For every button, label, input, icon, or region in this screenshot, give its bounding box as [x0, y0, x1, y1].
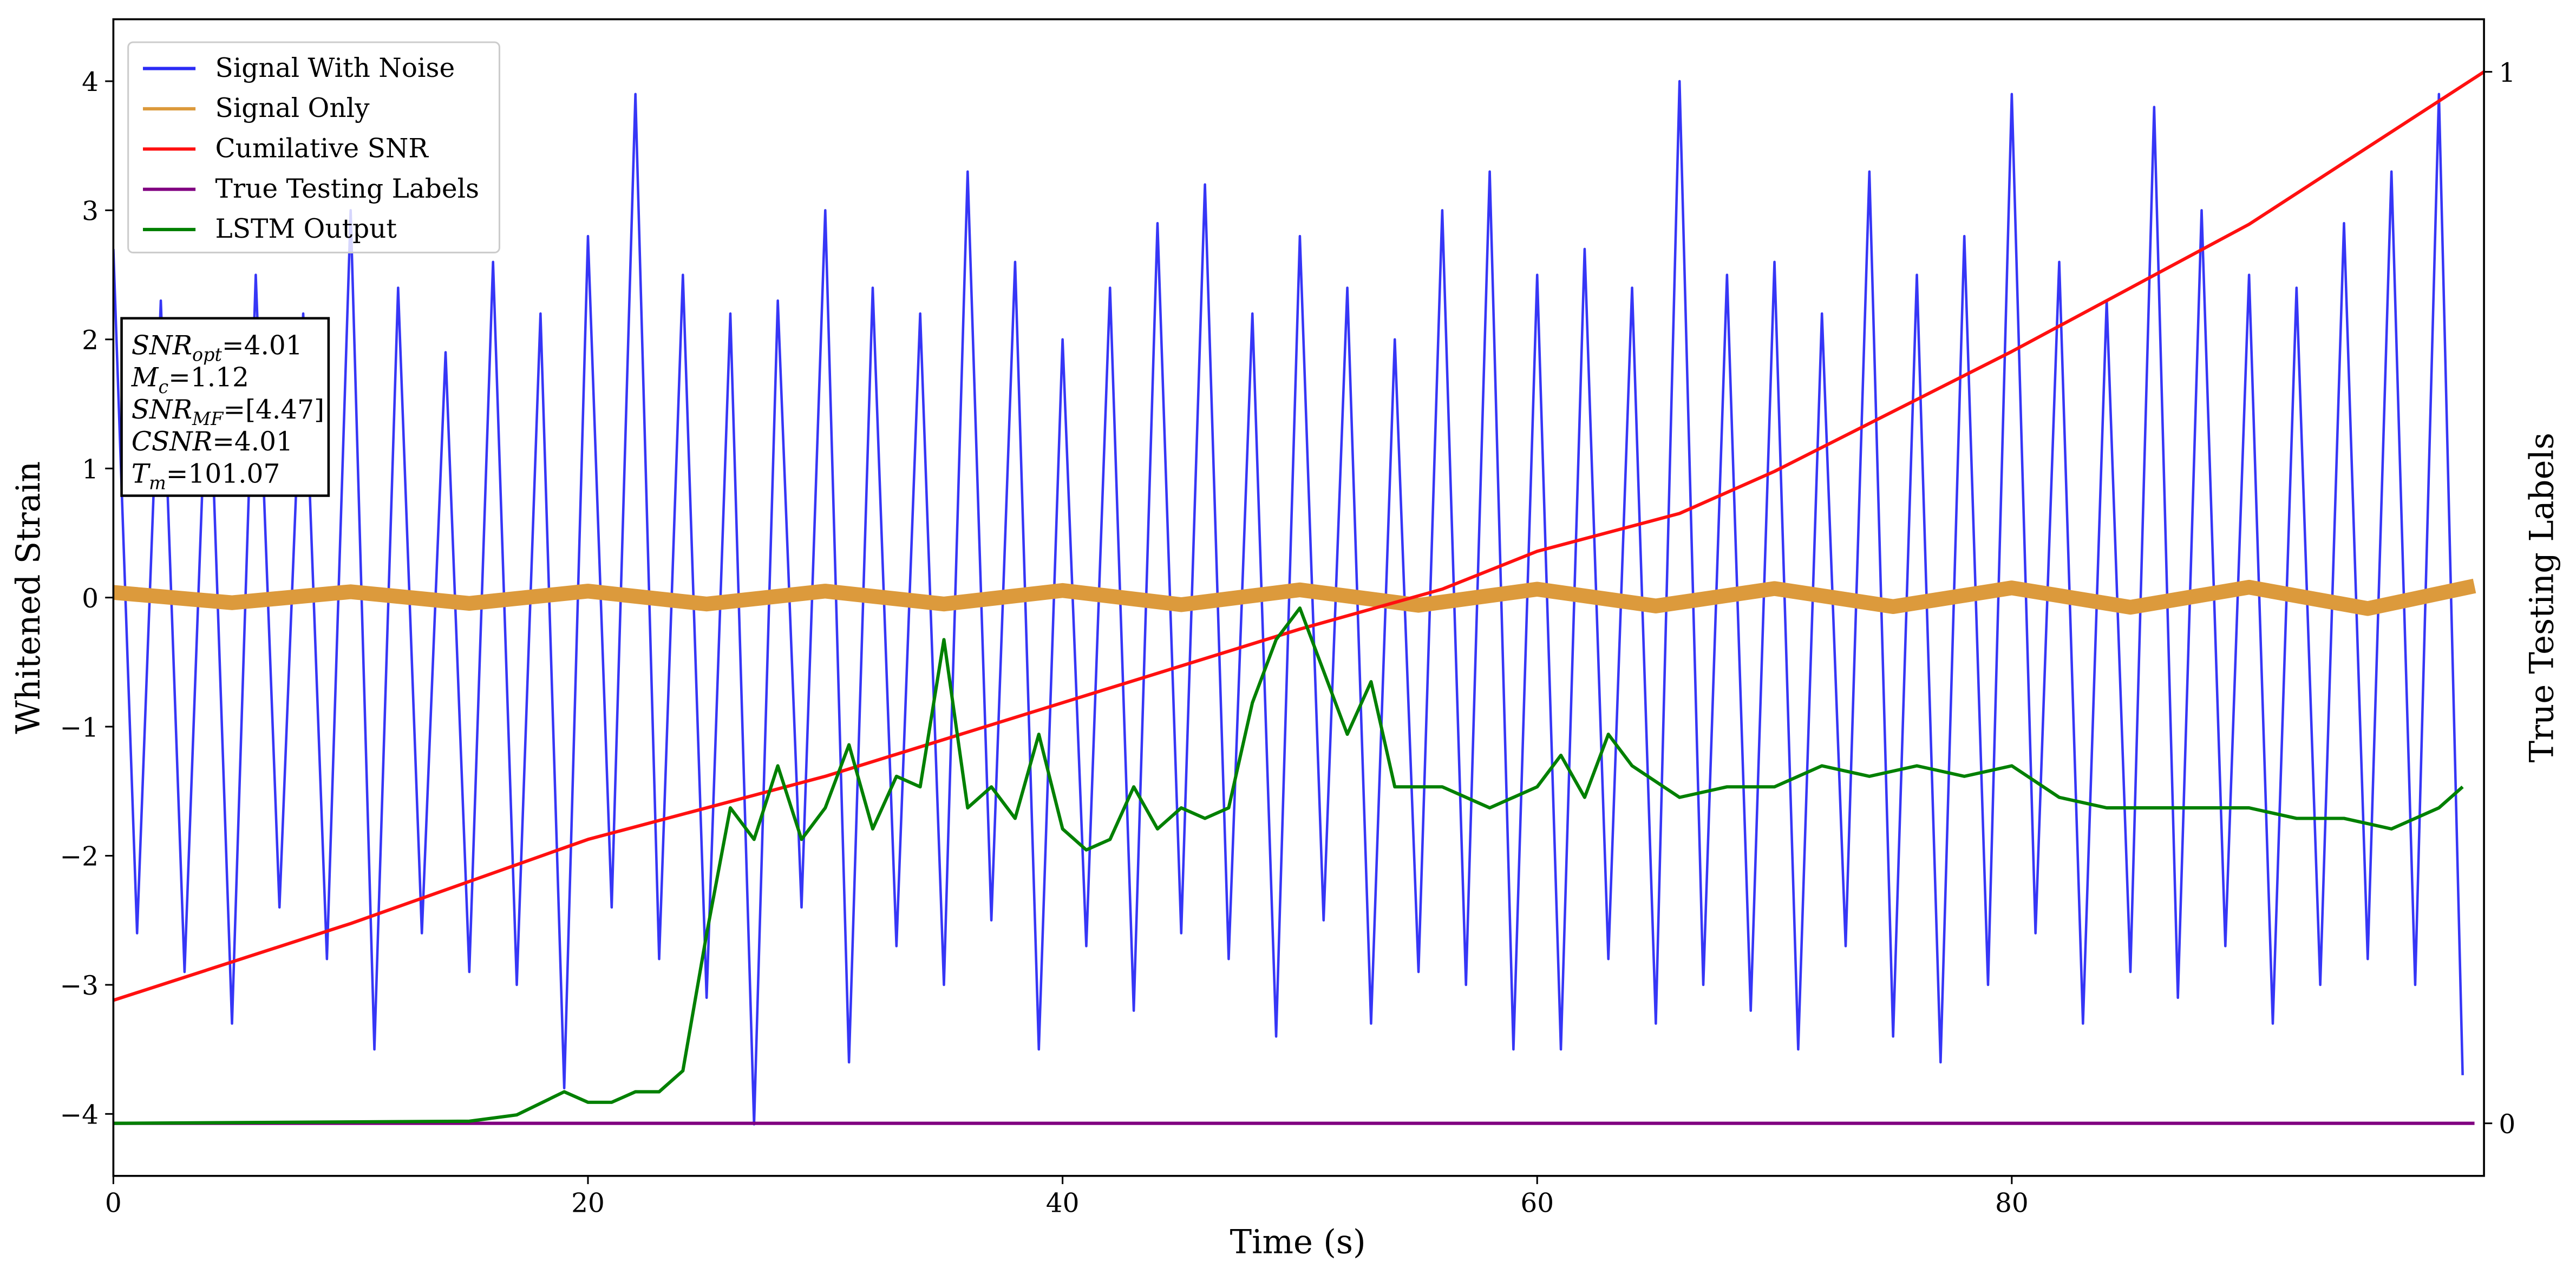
annotation-rest: =1.12	[168, 363, 249, 393]
y2-axis-label: True Testing Labels	[2523, 433, 2561, 762]
annotation: Tm=101.07	[132, 459, 280, 493]
series-line	[113, 606, 2464, 1125]
annotation-text: CSNR	[132, 427, 212, 457]
annotation-text: SNR	[132, 331, 192, 361]
series-line	[113, 70, 2485, 1002]
plot-area	[113, 70, 2485, 1126]
y-tick-label: 4	[82, 67, 99, 97]
annotation: Mc=1.12	[131, 363, 249, 397]
annotation-rest: =4.01	[222, 331, 303, 361]
x-tick-label: 80	[1995, 1188, 2029, 1219]
y-tick-label: −2	[60, 842, 99, 872]
x-tick-label: 20	[571, 1188, 605, 1219]
annotation-rest: =[4.47]	[223, 395, 324, 425]
y-tick-label: 3	[82, 197, 99, 227]
x-tick-label: 40	[1046, 1188, 1080, 1219]
annotation-text: SNR	[132, 395, 192, 425]
annotation: CSNR=4.01	[132, 427, 293, 457]
annotation: SNRopt=4.01	[132, 331, 303, 365]
x-axis-label: Time (s)	[1230, 1223, 1366, 1261]
y-tick-label: −3	[60, 971, 99, 1001]
y2-tick-label: 1	[2499, 58, 2515, 88]
y-tick-label: 0	[82, 584, 99, 614]
legend-label: True Testing Labels	[215, 174, 480, 204]
annotation-box	[120, 317, 330, 497]
annotation-sub: MF	[192, 408, 224, 429]
x-tick-label: 60	[1520, 1188, 1554, 1219]
annotation-text: M	[131, 363, 159, 393]
annotation-text: T	[132, 459, 151, 489]
y2-tick-label: 0	[2499, 1109, 2515, 1140]
series-line	[113, 80, 2464, 1126]
annotation-sub: opt	[192, 344, 222, 365]
legend-box	[127, 41, 500, 253]
y-tick-label: 2	[82, 325, 99, 356]
y-tick-label: −1	[60, 713, 99, 743]
annotation-sub: m	[149, 472, 166, 493]
y-tick-label: −4	[60, 1100, 99, 1131]
legend-label: LSTM Output	[215, 214, 397, 244]
y-axis-label: Whitened Strain	[10, 461, 48, 734]
series-line	[113, 578, 2476, 616]
legend-label: Signal With Noise	[215, 53, 455, 83]
annotation: SNRMF=[4.47]	[132, 395, 324, 429]
annotation-rest: =4.01	[212, 427, 293, 457]
legend-label: Cumilative SNR	[215, 133, 429, 164]
y-tick-label: 1	[82, 454, 99, 485]
legend-label: Signal Only	[215, 93, 370, 123]
annotation-rest: =101.07	[166, 459, 280, 489]
annotation-sub: c	[158, 376, 168, 397]
x-tick-label: 0	[105, 1188, 122, 1219]
